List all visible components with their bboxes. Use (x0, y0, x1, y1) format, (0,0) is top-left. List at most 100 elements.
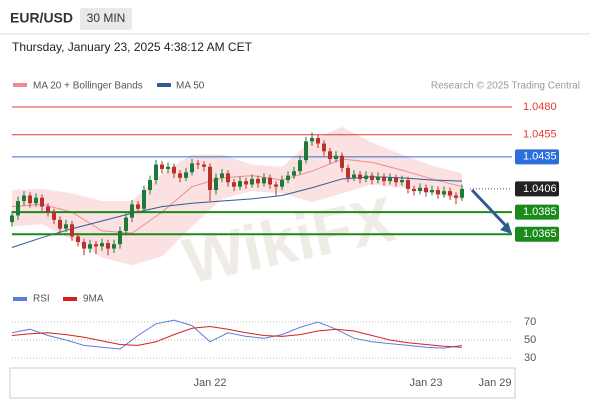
y-tick-label: 70 (524, 316, 536, 328)
legend-swatch (157, 83, 171, 87)
candle-body (430, 190, 434, 193)
legend-label: MA 50 (176, 81, 205, 92)
candle-body (10, 215, 14, 223)
candle-body (280, 180, 284, 187)
level-label-box (515, 204, 559, 220)
candle-body (196, 163, 200, 165)
candle-body (370, 175, 374, 181)
level-label: 1.0365 (523, 228, 557, 240)
y-tick-label: 30 (524, 352, 536, 364)
candle-body (334, 155, 338, 160)
candle-body (256, 178, 260, 184)
candle-body (28, 195, 32, 204)
credit: Research © 2025 Trading Central (431, 81, 580, 92)
candle-body (322, 143, 326, 152)
y-tick-label: 50 (524, 334, 536, 346)
candle-body (250, 178, 254, 185)
candle-body (364, 175, 368, 179)
candle-body (286, 175, 290, 181)
candle-body (106, 243, 110, 249)
candle-body (418, 187, 422, 192)
series-line (11, 325, 463, 348)
candle-body (346, 167, 350, 178)
candle-body (16, 201, 20, 216)
level-label-box (515, 149, 559, 165)
level-label-box (515, 226, 559, 242)
candle-body (142, 190, 146, 209)
level-label: 1.0455 (523, 129, 557, 141)
symbol: EUR/USD (10, 10, 73, 26)
candle-body (46, 206, 50, 213)
candle-body (268, 177, 272, 185)
level-label: 1.0480 (523, 101, 557, 113)
candle-body (148, 180, 152, 190)
candle-body (88, 244, 92, 249)
forecast-arrow (470, 188, 510, 230)
candle-body (112, 244, 116, 249)
candle-body (262, 177, 266, 184)
candle-body (436, 190, 440, 195)
candle-body (340, 155, 344, 168)
candle-body (304, 141, 308, 161)
level-label-box (515, 181, 559, 197)
candle-body (130, 204, 134, 218)
candle-body (358, 174, 362, 179)
candle-body (412, 188, 416, 192)
candle-body (82, 241, 86, 249)
candle-body (406, 180, 410, 189)
candle-body (22, 195, 26, 202)
candle-body (214, 177, 218, 190)
candle-body (400, 180, 404, 183)
candle-body (244, 181, 248, 185)
candle-body (376, 176, 380, 181)
legend-swatch (13, 297, 27, 301)
legend-label: MA 20 + Bollinger Bands (33, 81, 143, 92)
candle-body (118, 230, 122, 245)
ma20-line (11, 158, 463, 234)
candle-body (388, 177, 392, 182)
level-label: 1.0385 (523, 206, 557, 218)
candle-body (352, 174, 356, 178)
candle-body (136, 204, 140, 209)
candle-body (460, 188, 464, 198)
candle-body (274, 184, 278, 187)
candle-body (298, 160, 302, 172)
candle-body (232, 182, 236, 187)
candle-body (220, 173, 224, 178)
candle-body (178, 173, 182, 178)
candle-body (238, 181, 242, 187)
ma50-line (11, 176, 463, 248)
candle-body (382, 176, 386, 182)
series-line (11, 319, 463, 350)
candle-body (154, 164, 158, 181)
level-label: 1.0406 (523, 183, 557, 195)
candle-body (166, 166, 170, 169)
x-tick-label: Jan 29 (478, 377, 511, 389)
candle-body (454, 195, 458, 198)
time-axis-frame (9, 367, 516, 399)
x-tick-label: Jan 23 (409, 377, 442, 389)
candle-body (292, 171, 296, 176)
candle-body (448, 191, 452, 196)
candle-body (76, 236, 80, 242)
candle-body (328, 151, 332, 160)
candle-body (202, 164, 206, 167)
candle-body (316, 138, 320, 144)
candle-body (442, 191, 446, 195)
candle-body (226, 173, 230, 183)
candle-body (58, 219, 62, 229)
candle-body (124, 217, 128, 231)
interval: 30 MIN (87, 11, 126, 25)
candle-body (70, 224, 74, 237)
legend-swatch (63, 297, 77, 301)
interval-badge (80, 8, 132, 30)
candle-body (394, 177, 398, 183)
legend-label: RSI (33, 294, 50, 305)
forecast-arrow-head (500, 222, 512, 234)
candle-body (190, 163, 194, 173)
candle-body (184, 172, 188, 178)
level-label: 1.0435 (523, 151, 557, 163)
candle-body (40, 197, 44, 207)
